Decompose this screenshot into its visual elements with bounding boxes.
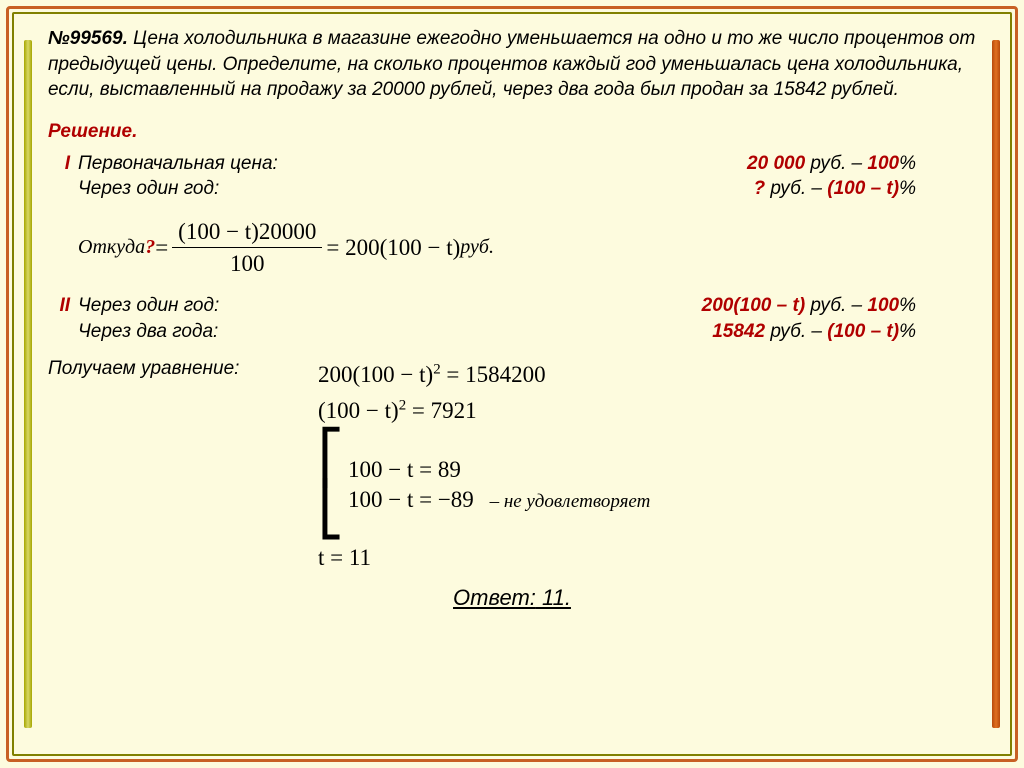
step1-line2-label: Через один год: [78, 176, 219, 202]
step2-line2-value: 15842 руб. – (100 – t)% [712, 319, 916, 345]
formula-1: Откуда ? = (100 − t)20000 100 = 200(100 … [78, 216, 976, 279]
equation-system: ⎡⎣ 100 − t = 89 100 − t = −89 – не удовл… [318, 433, 976, 537]
eq-2: (100 − t)2 = 7921 [318, 394, 976, 429]
bracket-icon: ⎡⎣ [318, 433, 344, 537]
slide-content: №99569. Цена холодильника в магазине еже… [48, 26, 976, 742]
eq-final: t = 11 [318, 541, 976, 576]
equation-block: 200(100 − t)2 = 1584200 (100 − t)2 = 792… [318, 358, 976, 576]
derive-label: Получаем уравнение: [48, 356, 318, 382]
step1-line2-value: ? руб. – (100 – t)% [753, 176, 916, 202]
problem-number: №99569. [48, 28, 128, 49]
right-accent-bar [992, 40, 1000, 728]
step1-line1-label: Первоначальная цена: [78, 151, 278, 177]
step-2-marker: II [48, 293, 78, 344]
step2-line1-label: Через один год: [78, 293, 219, 319]
step-1: I Первоначальная цена: 20 000 руб. – 100… [48, 151, 976, 202]
eq-1: 200(100 − t)2 = 1584200 [318, 358, 976, 393]
solution-heading: Решение. [48, 119, 976, 145]
problem-body: Цена холодильника в магазине ежегодно ум… [48, 28, 975, 100]
step-2: II Через один год: 200(100 – t) руб. – 1… [48, 293, 976, 344]
left-accent-bar [24, 40, 32, 728]
step-1-marker: I [48, 151, 78, 202]
sys-line-1: 100 − t = 89 [348, 455, 650, 485]
step1-line1-value: 20 000 руб. – 100% [747, 151, 916, 177]
problem-statement: №99569. Цена холодильника в магазине еже… [48, 26, 976, 103]
step2-line1-value: 200(100 – t) руб. – 100% [702, 293, 916, 319]
fraction: (100 − t)20000 100 [172, 216, 322, 279]
answer-line: Ответ: 11. [48, 583, 976, 613]
sys-line-2: 100 − t = −89 – не удовлетворяет [348, 485, 650, 515]
step2-line2-label: Через два года: [78, 319, 218, 345]
